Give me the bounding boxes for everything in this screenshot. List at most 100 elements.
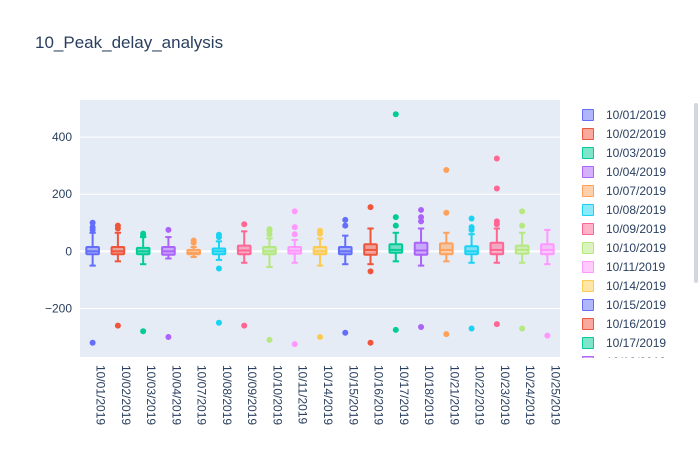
- legend-item[interactable]: 10/16/2019: [582, 314, 666, 334]
- outlier-point: [114, 322, 121, 329]
- legend-item[interactable]: 10/15/2019: [582, 295, 666, 315]
- outlier-point: [291, 208, 298, 215]
- box-10/09/2019[interactable]: [236, 221, 252, 329]
- legend-swatch: [582, 166, 594, 178]
- box-10/01/2019[interactable]: [85, 219, 100, 346]
- legend-swatch: [582, 109, 594, 121]
- box-10/15/2019[interactable]: [337, 216, 353, 336]
- legend-item[interactable]: 10/09/2019: [582, 219, 666, 239]
- legend-label: 10/08/2019: [606, 203, 667, 217]
- x-axis: 10/01/2019 10/02/2019 10/03/2019 10/04/2019…: [94, 365, 563, 425]
- x-tick-label: 10/01/2019: [94, 365, 108, 425]
- outlier-point: [114, 222, 121, 229]
- box-10/10/2019[interactable]: [262, 226, 277, 343]
- legend-swatch: [582, 204, 594, 216]
- x-tick-label: 10/07/2019: [195, 365, 209, 425]
- x-tick-label: 10/17/2019: [397, 365, 411, 425]
- outlier-point: [241, 221, 248, 228]
- legend-label: 10/18/2019: [606, 355, 666, 358]
- legend-swatch: [582, 242, 594, 254]
- legend-label: 10/14/2019: [606, 279, 667, 293]
- outlier-point: [493, 321, 500, 328]
- x-tick-label: 10/22/2019: [473, 365, 487, 425]
- box-10/25/2019[interactable]: [540, 228, 555, 339]
- legend-item[interactable]: 10/08/2019: [582, 200, 666, 220]
- outlier-point: [493, 218, 500, 225]
- outlier-point: [544, 332, 551, 339]
- boxes: [85, 111, 555, 348]
- box-10/02/2019[interactable]: [110, 222, 126, 329]
- x-tick-label: 10/15/2019: [346, 365, 360, 425]
- box-10/08/2019[interactable]: [211, 231, 227, 326]
- outlier-point: [493, 155, 500, 162]
- box-10/04/2019[interactable]: [161, 226, 176, 341]
- box-10/17/2019[interactable]: [388, 111, 404, 333]
- outlier-point: [493, 185, 500, 192]
- legend-swatch: [582, 356, 594, 358]
- box-10/14/2019[interactable]: [312, 227, 328, 341]
- box-10/24/2019[interactable]: [514, 208, 530, 332]
- outlier-point: [519, 325, 526, 332]
- outlier-point: [89, 219, 96, 226]
- x-tick-label: 10/25/2019: [548, 365, 562, 425]
- legend-scrollbar[interactable]: [694, 103, 698, 283]
- legend-item[interactable]: 10/10/2019: [582, 238, 666, 258]
- outlier-point: [367, 339, 374, 346]
- outlier-point: [468, 325, 475, 332]
- outlier-point: [367, 268, 374, 275]
- x-tick-label: 10/18/2019: [422, 365, 436, 425]
- legend-label: 10/07/2019: [606, 184, 667, 198]
- outlier-point: [165, 334, 172, 341]
- outlier-point: [468, 215, 475, 222]
- legend-item[interactable]: 10/11/2019: [582, 257, 665, 277]
- outlier-point: [291, 224, 298, 231]
- y-tick-label: 200: [52, 187, 72, 201]
- legend-item[interactable]: 10/02/2019: [582, 124, 666, 144]
- x-tick-label: 10/24/2019: [523, 365, 537, 425]
- outlier-point: [266, 226, 273, 233]
- outlier-point: [241, 322, 248, 329]
- legend-item[interactable]: 10/17/2019: [582, 333, 666, 353]
- legend-swatch: [582, 147, 594, 159]
- legend-swatch: [582, 128, 594, 140]
- legend-swatch: [582, 280, 594, 292]
- legend[interactable]: 10/01/2019 10/02/2019 10/03/2019 10/04/2019…: [576, 101, 700, 358]
- legend-swatch: [582, 318, 594, 330]
- outlier-point: [291, 341, 298, 348]
- y-tick-label: −200: [45, 301, 72, 315]
- legend-label: 10/10/2019: [606, 241, 667, 255]
- outlier-point: [215, 231, 222, 238]
- legend-swatch: [582, 185, 594, 197]
- box-10/11/2019[interactable]: [287, 208, 303, 348]
- legend-label: 10/17/2019: [606, 336, 667, 350]
- x-tick-label: 10/09/2019: [245, 365, 259, 425]
- box-10/16/2019[interactable]: [363, 204, 378, 346]
- legend-item[interactable]: 10/14/2019: [582, 276, 666, 296]
- outlier-point: [317, 334, 323, 341]
- x-tick-label: 10/21/2019: [447, 365, 461, 425]
- legend-item[interactable]: 10/07/2019: [582, 181, 666, 201]
- outlier-point: [443, 331, 450, 338]
- box-10/22/2019[interactable]: [464, 215, 479, 332]
- legend-label: 10/15/2019: [606, 298, 667, 312]
- outlier-point: [266, 336, 273, 343]
- outlier-point: [291, 231, 298, 238]
- box-body: [464, 245, 479, 256]
- legend-item[interactable]: 10/04/2019: [582, 162, 666, 182]
- outlier-point: [392, 111, 399, 118]
- legend-item[interactable]: 10/01/2019: [582, 105, 666, 125]
- outlier-point: [468, 224, 475, 231]
- box-body: [413, 241, 429, 256]
- legend-item[interactable]: 10/18/2019: [582, 352, 666, 358]
- box-10/23/2019[interactable]: [489, 155, 505, 328]
- box-10/18/2019[interactable]: [413, 206, 429, 331]
- box-10/21/2019[interactable]: [439, 166, 454, 338]
- box-10/03/2019[interactable]: [135, 230, 151, 335]
- outlier-point: [519, 222, 526, 229]
- box-10/07/2019[interactable]: [186, 237, 202, 259]
- y-tick-label: 400: [52, 130, 72, 144]
- legend-swatch: [582, 337, 594, 349]
- legend-item[interactable]: 10/03/2019: [582, 143, 666, 163]
- y-axis: −200 0 200 400: [45, 130, 72, 315]
